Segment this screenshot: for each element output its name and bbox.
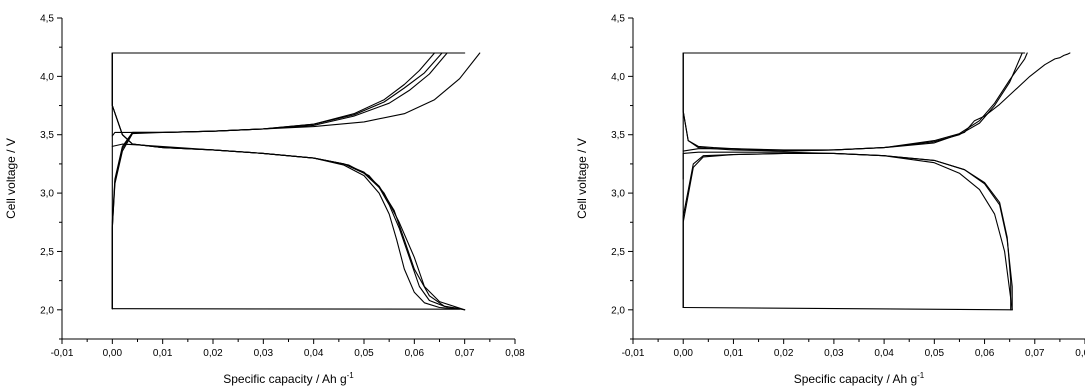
x-tick-label: 0,05 xyxy=(925,348,945,359)
series-line-8 xyxy=(111,143,466,311)
x-tick-label: 0,07 xyxy=(1025,348,1045,359)
x-tick-label: 0,06 xyxy=(405,348,425,359)
x-tick-label: 0,02 xyxy=(774,348,794,359)
series-line-4 xyxy=(682,152,1013,311)
series-line-2 xyxy=(111,52,436,310)
x-axis-title: Specific capacity / Ah g-1 xyxy=(223,371,354,386)
series-line-3 xyxy=(111,52,448,310)
x-tick-label: 0,02 xyxy=(203,348,223,359)
series-line-1 xyxy=(111,52,443,310)
y-tick-label: 4,0 xyxy=(40,72,54,83)
y-tick-label: 2,5 xyxy=(40,247,54,258)
x-tick-label: 0,04 xyxy=(874,348,894,359)
series-line-10 xyxy=(111,308,461,310)
series-line-2 xyxy=(682,52,1028,152)
x-tick-label: 0,08 xyxy=(505,348,525,359)
series-line-4 xyxy=(111,52,481,137)
y-axis-title: Cell voltage / V xyxy=(575,138,589,219)
y-tick-label: 2,5 xyxy=(611,247,625,258)
x-tick-label: 0,08 xyxy=(1075,348,1085,359)
x-tick-label: 0,01 xyxy=(724,348,744,359)
series-line-8 xyxy=(682,306,1013,311)
x-tick-label: 0,07 xyxy=(455,348,475,359)
series-line-5 xyxy=(682,152,1012,311)
series-line-1 xyxy=(682,52,1023,152)
series-line-3 xyxy=(682,52,1071,152)
y-tick-label: 3,0 xyxy=(611,189,625,200)
x-tick-label: 0,00 xyxy=(103,348,123,359)
y-tick-label: 2,0 xyxy=(611,305,625,316)
x-tick-label: -0,01 xyxy=(622,348,645,359)
y-tick-label: 4,5 xyxy=(611,14,625,25)
series-line-7 xyxy=(682,52,1026,309)
series-line-6 xyxy=(111,52,456,310)
x-tick-label: 0,06 xyxy=(975,348,995,359)
y-tick-label: 4,0 xyxy=(611,72,625,83)
series-line-9 xyxy=(111,52,466,310)
y-tick-label: 4,5 xyxy=(40,14,54,25)
y-tick-label: 3,5 xyxy=(40,130,54,141)
x-tick-label: 0,04 xyxy=(304,348,324,359)
x-tick-label: 0,01 xyxy=(153,348,173,359)
x-tick-label: 0,05 xyxy=(354,348,374,359)
series-line-7 xyxy=(111,52,466,311)
chart-panel-2: -0,01 0,00 0,01 0,02 0,03 0,04 0,05 0,06 0,07 0,0… xyxy=(575,14,1085,386)
x-tick-label: -0,01 xyxy=(51,348,74,359)
chart-panel-1: -0,01 0,00 0,01 0,02 0,03 0,04 0,05 0,06 0,07 0,0… xyxy=(4,14,525,387)
x-axis-title: Specific capacity / Ah g-1 xyxy=(794,371,925,386)
x-tick-label: 0,00 xyxy=(673,348,693,359)
x-tick-label: 0,03 xyxy=(254,348,274,359)
y-tick-label: 3,5 xyxy=(611,130,625,141)
y-axis-title: Cell voltage / V xyxy=(4,138,18,219)
y-tick-label: 3,0 xyxy=(40,189,54,200)
x-tick-label: 0,03 xyxy=(824,348,844,359)
series-line-6 xyxy=(682,151,1013,311)
y-tick-label: 2,0 xyxy=(40,305,54,316)
